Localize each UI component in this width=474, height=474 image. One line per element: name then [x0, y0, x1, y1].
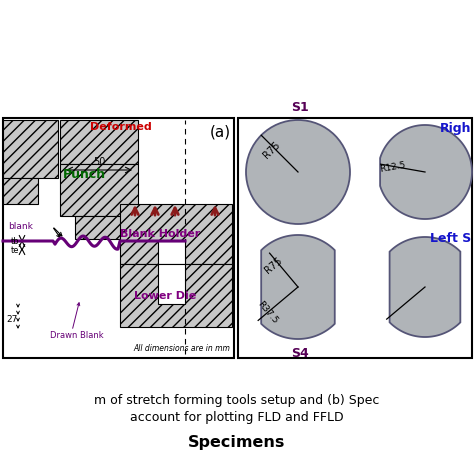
Bar	[120, 264, 232, 327]
Text: tb: tb	[10, 237, 19, 246]
Text: Lower Die: Lower Die	[134, 291, 196, 301]
Text: All dimensions are in mm: All dimensions are in mm	[133, 344, 230, 353]
Text: Blank Holder: Blank Holder	[120, 229, 200, 239]
Bar	[120, 204, 232, 264]
Text: blank: blank	[8, 221, 33, 230]
Text: Punch: Punch	[63, 167, 106, 181]
Text: Righ: Righ	[439, 121, 471, 135]
Circle shape	[246, 120, 350, 224]
Text: Drawn Blank: Drawn Blank	[50, 331, 104, 340]
Text: te: te	[10, 246, 19, 255]
Bar	[60, 120, 138, 164]
Polygon shape	[380, 125, 472, 219]
Text: R37.5: R37.5	[256, 299, 280, 325]
Text: 50: 50	[93, 157, 105, 167]
Polygon shape	[390, 237, 460, 337]
Text: m of stretch forming tools setup and (b) Spec
account for plotting FLD and FFLD: m of stretch forming tools setup and (b)…	[94, 394, 380, 424]
Bar	[3, 118, 234, 358]
Bar	[158, 264, 185, 304]
Text: R12.5: R12.5	[379, 160, 407, 173]
Text: 27: 27	[6, 315, 18, 323]
Text: S4: S4	[291, 347, 309, 360]
Text: R75: R75	[263, 255, 283, 275]
Polygon shape	[261, 235, 335, 339]
Bar	[75, 216, 123, 239]
Bar	[3, 178, 38, 204]
Bar	[60, 164, 138, 216]
Text: R75: R75	[262, 140, 283, 160]
Text: Left S: Left S	[430, 231, 471, 245]
Text: (a): (a)	[210, 125, 230, 139]
Bar	[238, 118, 472, 358]
Bar	[3, 120, 58, 178]
Bar	[158, 241, 185, 264]
Text: Deformed: Deformed	[90, 122, 152, 132]
Text: Specimens: Specimens	[188, 435, 286, 449]
Text: S1: S1	[291, 101, 309, 114]
